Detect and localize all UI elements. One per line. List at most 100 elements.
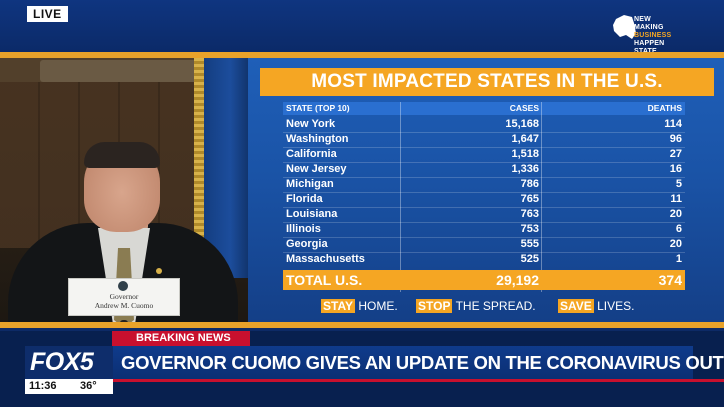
slogan-highlight: STAY	[321, 299, 356, 313]
row-state: New York	[286, 118, 336, 130]
network-logo: FOX5	[25, 346, 113, 379]
row-state: Illinois	[286, 223, 321, 235]
temperature: 36°	[80, 380, 97, 392]
row-deaths: 114	[664, 118, 682, 130]
header-state: STATE (TOP 10)	[286, 103, 350, 113]
row-deaths: 96	[669, 133, 682, 145]
row-state: Michigan	[286, 178, 334, 190]
row-state: Massachusetts	[286, 253, 365, 265]
headline-bar: GOVERNOR CUOMO GIVES AN UPDATE ON THE CO…	[113, 346, 724, 379]
row-divider	[283, 147, 685, 148]
row-state: Florida	[286, 193, 323, 205]
table-header: STATE (TOP 10) CASES DEATHS	[283, 102, 685, 115]
row-divider	[283, 222, 685, 223]
ny-logo-line2: MAKING	[634, 24, 664, 31]
row-cases: 525	[520, 253, 539, 265]
header-deaths: DEATHS	[647, 103, 682, 113]
header-cases: CASES	[509, 103, 539, 113]
row-divider	[283, 162, 685, 163]
ny-state-outline-icon	[613, 15, 636, 39]
row-deaths: 20	[669, 238, 682, 250]
column-divider	[541, 102, 542, 292]
table-row: California 1,518 27	[283, 147, 685, 162]
wall-seal	[40, 60, 200, 82]
live-badge: LIVE	[27, 6, 68, 22]
slogan-highlight: SAVE	[558, 299, 594, 313]
row-divider	[283, 252, 685, 253]
row-cases: 555	[520, 238, 539, 250]
row-state: Louisiana	[286, 208, 338, 220]
nameplate-name: Andrew M. Cuomo	[94, 301, 154, 310]
table-row: Illinois 753 6	[283, 222, 685, 237]
slogan-stop-spread: STOP THE SPREAD.	[416, 298, 536, 314]
row-cases: 1,518	[511, 148, 539, 160]
ticker-accent-line	[113, 379, 724, 382]
breaking-news-tag: BREAKING NEWS	[112, 331, 250, 346]
top-bar: LIVE NEW MAKING BUSINESS HAPPEN STATE	[0, 0, 724, 55]
total-deaths: 374	[658, 272, 682, 288]
governor-photo: Governor Andrew M. Cuomo	[0, 58, 248, 322]
total-cases: 29,192	[496, 272, 539, 288]
row-divider	[283, 237, 685, 238]
ny-logo-line3: BUSINESS	[634, 32, 672, 39]
total-row: TOTAL U.S. 29,192 374	[283, 270, 685, 290]
seal-icon	[118, 281, 128, 291]
row-cases: 1,647	[511, 133, 539, 145]
row-divider	[283, 207, 685, 208]
nameplate: Governor Andrew M. Cuomo	[68, 278, 180, 316]
table-row: Georgia 555 20	[283, 237, 685, 252]
statistics-graphic: MOST IMPACTED STATES IN THE U.S. STATE (…	[248, 58, 724, 322]
row-deaths: 11	[670, 193, 682, 205]
row-deaths: 27	[669, 148, 682, 160]
nameplate-title: Governor	[109, 292, 139, 301]
time-temperature: 11:36 36°	[25, 379, 113, 394]
row-state: New Jersey	[286, 163, 347, 175]
ny-state-logo: NEW MAKING BUSINESS HAPPEN STATE	[612, 13, 682, 55]
row-deaths: 6	[675, 223, 682, 235]
ny-logo-line4: HAPPEN	[634, 40, 665, 47]
graphic-title: MOST IMPACTED STATES IN THE U.S.	[260, 68, 714, 96]
headline-text: GOVERNOR CUOMO GIVES AN UPDATE ON THE CO…	[121, 352, 724, 373]
slogan-stay-home: STAY HOME.	[321, 298, 398, 314]
table-row: Louisiana 763 20	[283, 207, 685, 222]
row-deaths: 16	[669, 163, 682, 175]
row-deaths: 1	[675, 253, 682, 265]
slogan-text: LIVES.	[593, 299, 635, 313]
table-row: Washington 1,647 96	[283, 132, 685, 147]
row-cases: 753	[520, 223, 539, 235]
bottom-gold-divider	[0, 322, 724, 328]
row-deaths: 20	[669, 208, 682, 220]
row-state: Washington	[286, 133, 349, 145]
column-divider	[400, 102, 401, 292]
row-cases: 15,168	[505, 118, 539, 130]
slogan-strip: STAY HOME. STOP THE SPREAD. SAVE LIVES.	[248, 298, 724, 314]
row-divider	[283, 177, 685, 178]
lapel-pin	[156, 268, 162, 274]
table-row: Florida 765 11	[283, 192, 685, 207]
total-label: TOTAL U.S.	[286, 272, 363, 288]
clock-time: 11:36	[29, 380, 57, 392]
row-cases: 765	[520, 193, 539, 205]
slogan-save-lives: SAVE LIVES.	[558, 298, 634, 314]
row-cases: 763	[520, 208, 539, 220]
row-cases: 786	[520, 178, 539, 190]
microphone-icon	[120, 320, 128, 322]
table-row: Massachusetts 525 1	[283, 252, 685, 267]
row-cases: 1,336	[511, 163, 539, 175]
network-name: FOX5	[30, 348, 94, 376]
row-deaths: 5	[675, 178, 682, 190]
ny-logo-line5: STATE	[634, 48, 671, 56]
row-state: Georgia	[286, 238, 328, 250]
row-divider	[283, 132, 685, 133]
table-row: New York 15,168 114	[283, 117, 685, 132]
ny-logo-line1: NEW	[634, 16, 651, 23]
hair	[84, 142, 160, 168]
ny-logo-text: NEW MAKING BUSINESS HAPPEN STATE	[634, 16, 671, 56]
top-gold-divider	[0, 52, 724, 58]
slogan-highlight: STOP	[416, 299, 453, 313]
slogan-text: THE SPREAD.	[452, 299, 536, 313]
row-divider	[283, 192, 685, 193]
table-row: Michigan 786 5	[283, 177, 685, 192]
row-state: California	[286, 148, 337, 160]
